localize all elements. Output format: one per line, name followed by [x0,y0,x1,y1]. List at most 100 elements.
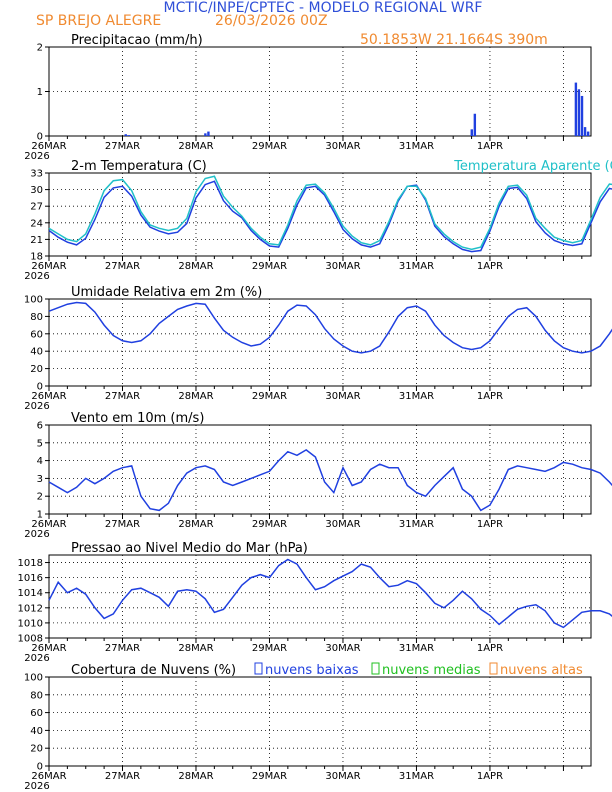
x-tick-label: 31MAR [399,643,434,654]
y-tick-label: 100 [24,673,43,684]
x-year-label: 2026 [24,151,49,162]
x-tick-label: 30MAR [325,643,360,654]
x-tick-label: 27MAR [105,261,140,272]
x-tick-label: 29MAR [252,643,287,654]
series-line [48,180,612,253]
x-tick-label: 29MAR [252,141,287,152]
x-tick-label: 30MAR [325,771,360,782]
panel-2: 18 21 24 27 30 33 26MAR 27MAR 28MAR 29MAR 30MAR 31M… [24,159,612,282]
panel-4: 1 2 3 4 5 6 26MAR 27MAR 28MAR 29MAR 30MAR 31MAR 1APR… [24,411,612,540]
x-year-label: 2026 [24,271,49,282]
run-date: 26/03/2026 00Z [215,13,328,29]
panel-title: Umidade Relativa em 2m (%) [71,285,262,300]
series-line [48,558,612,629]
y-tick-label: 1008 [18,634,43,645]
bar [574,82,578,136]
x-tick-label: 26MAR [31,261,66,272]
legend-entry: Temperatura Aparente (C) [453,159,612,174]
x-tick-label: 29MAR [252,261,287,272]
x-tick-label: 1APR [477,391,503,402]
panel-frame [48,554,592,639]
y-tick-label: 18 [30,252,43,263]
x-tick-label: 1APR [477,261,503,272]
series-line [48,301,612,354]
x-year-label: 2026 [24,781,49,792]
bar [580,95,584,136]
y-tick-label: 30 [30,185,43,196]
y-tick-label: 40 [30,347,43,358]
x-tick-label: 28MAR [178,519,213,530]
panel-title: Pressao ao Nivel Medio do Mar (hPa) [71,541,308,556]
x-tick-label: 27MAR [105,771,140,782]
panel-frame [48,298,592,387]
panel-title: 2-m Temperatura (C) [71,159,207,174]
panel-frame [48,172,592,257]
legend-entry: nuvens altas [500,663,583,678]
x-tick-label: 30MAR [325,261,360,272]
x-year-label: 2026 [24,529,49,540]
panel-6: 0 20 40 60 80 100 26MAR 27MAR 28MAR 29MAR 30MAR 31M… [24,662,592,792]
bar [470,129,473,136]
y-tick-label: 21 [30,235,43,246]
y-tick-label: 40 [30,726,43,737]
x-tick-label: 1APR [477,771,503,782]
bar [586,131,590,136]
panel-3: 0 20 40 60 80 100 26MAR 27MAR 28MAR 29MAR 30MAR 31M… [24,285,612,412]
x-tick-label: 26MAR [31,391,66,402]
bar [577,89,581,136]
x-tick-label: 28MAR [178,261,213,272]
bar [583,127,587,136]
y-tick-label: 60 [30,708,43,719]
x-tick-label: 29MAR [252,519,287,530]
y-tick-label: 1010 [18,618,43,629]
x-tick-label: 30MAR [325,141,360,152]
y-tick-label: 0 [37,762,43,773]
panel-5: 1008 1010 1012 1014 1016 1018 26MAR 27MAR 28MAR 2… [18,541,612,664]
x-tick-label: 31MAR [399,141,434,152]
station-name: SP BREJO ALEGRE [36,13,161,29]
y-tick-label: 2 [37,43,43,54]
x-tick-label: 30MAR [325,391,360,402]
legend-swatch [489,662,498,675]
y-tick-label: 100 [24,295,43,306]
y-tick-label: 1016 [18,573,43,584]
x-tick-label: 1APR [477,519,503,530]
legend-entry: nuvens baixas [265,663,359,678]
bar [124,134,127,136]
x-tick-label: 28MAR [178,141,213,152]
bar [207,131,210,136]
bar [127,135,131,136]
x-tick-label: 31MAR [399,391,434,402]
legend-swatch [371,662,380,675]
x-tick-label: 26MAR [31,771,66,782]
x-tick-label: 27MAR [105,519,140,530]
y-tick-label: 20 [30,364,43,375]
x-tick-label: 28MAR [178,771,213,782]
model-title: MCTIC/INPE/CPTEC - MODELO REGIONAL WRF [164,0,483,16]
bar [204,133,207,136]
x-tick-label: 26MAR [31,519,66,530]
panel-title: Vento em 10m (m/s) [71,411,204,426]
y-tick-label: 80 [30,312,43,323]
series-line [48,448,612,512]
x-tick-label: 27MAR [105,391,140,402]
y-tick-label: 80 [30,690,43,701]
legend-swatch [254,662,263,675]
x-tick-label: 31MAR [399,261,434,272]
panel-1: 0 1 2 26MAR 27MAR 28MAR 29MAR 30MAR 31MAR 1APR 202… [24,33,592,162]
y-tick-label: 1018 [18,558,43,569]
panel-title: Cobertura de Nuvens (%) [71,663,236,678]
series-line [48,175,612,251]
station-coords: 50.1853W 21.1664S 390m [360,32,548,48]
x-year-label: 2026 [24,653,49,664]
y-tick-label: 20 [30,744,43,755]
x-tick-label: 31MAR [399,771,434,782]
x-tick-label: 26MAR [31,141,66,152]
y-tick-label: 3 [37,474,43,485]
x-tick-label: 26MAR [31,643,66,654]
y-tick-label: 6 [37,421,43,432]
x-tick-label: 28MAR [178,643,213,654]
y-tick-label: 24 [30,218,43,229]
x-tick-label: 1APR [477,141,503,152]
